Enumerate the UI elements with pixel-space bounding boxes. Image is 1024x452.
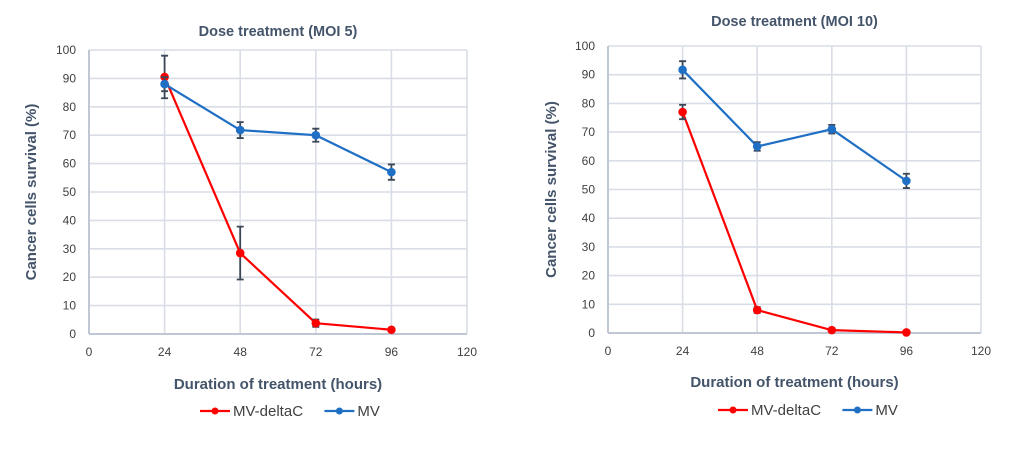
y-tick-label: 90 [63,71,77,85]
series-line [681,111,907,334]
x-tick-label: 72 [825,344,839,358]
y-tick-label: 100 [56,43,76,57]
data-point [827,325,837,335]
x-tick-label: 0 [605,344,612,358]
x-tick-label: 72 [309,345,323,359]
legend-item: MV-deltaC [200,403,303,420]
x-tick-label: 120 [971,344,991,358]
legend-marker [211,407,219,415]
y-tick-label: 70 [582,125,596,139]
x-tick-label: 24 [158,345,172,359]
x-tick-label: 120 [457,345,477,359]
x-axis-title: Duration of treatment (hours) [690,374,898,391]
series-line [164,83,392,174]
y-tick-label: 90 [582,68,596,82]
data-point [311,130,321,140]
y-axis-title: Cancer cells survival (%) [23,104,40,281]
legend-label: MV [875,402,898,419]
y-axis-title: Cancer cells survival (%) [543,101,560,278]
series-line [681,69,908,182]
chart-title: Dose treatment (MOI 5) [199,24,358,40]
legend-marker [729,406,737,414]
data-point [387,325,396,335]
x-tick-label: 24 [676,344,690,358]
y-tick-label: 60 [63,157,77,171]
y-tick-label: 30 [63,242,77,256]
y-tick-label: 80 [63,100,77,114]
legend-label: MV-deltaC [233,403,303,420]
y-tick-label: 60 [582,154,596,168]
data-point [902,328,911,337]
x-tick-label: 96 [900,344,914,358]
legend: MV-deltaC MV [718,402,898,419]
chart-title: Dose treatment (MOI 10) [711,14,878,30]
legend-item: MV [842,402,898,419]
legend-marker [853,406,861,414]
y-tick-label: 100 [575,39,595,53]
data-point [752,305,762,315]
y-tick-label: 50 [582,183,596,197]
data-point [160,79,169,89]
data-point [902,176,911,186]
legend-marker [335,407,343,415]
legend-label: MV-deltaC [751,402,821,419]
y-tick-label: 0 [69,327,76,341]
y-tick-label: 80 [582,96,596,110]
legend-item: MV [324,403,380,420]
y-tick-label: 50 [63,185,77,199]
legend-label: MV [357,403,380,420]
data-point [752,142,762,151]
y-tick-label: 40 [582,211,596,225]
x-tick-label: 0 [86,345,93,359]
legend: MV-deltaC MV [200,403,380,420]
data-point [387,167,396,177]
y-tick-label: 0 [588,326,595,340]
y-tick-label: 10 [63,299,77,313]
data-point [311,318,321,328]
series-mv [678,60,911,189]
chart-2: 0 10 20 30 40 50 60 70 80 90 100 0 24 48 72 96 120 Dose t… [543,14,991,419]
series-line [163,76,392,331]
data-point [678,107,687,117]
series-mv-deltac [678,103,911,337]
data-point [678,65,687,75]
series-mv [160,76,396,181]
y-tick-label: 20 [582,269,596,283]
data-point [827,124,837,134]
x-tick-label: 48 [751,344,765,358]
y-tick-label: 70 [63,128,77,142]
y-tick-label: 40 [63,213,77,227]
legend-item: MV-deltaC [718,402,821,419]
chart-1: 0 10 20 30 40 50 60 70 80 90 100 0 24 48 72 96 120 Dose t… [23,24,477,420]
data-point [235,125,245,135]
data-point [235,248,245,258]
y-tick-label: 30 [582,240,596,254]
x-tick-label: 48 [234,345,248,359]
x-axis-title: Duration of treatment (hours) [174,376,382,393]
y-tick-label: 20 [63,270,77,284]
x-tick-label: 96 [385,345,399,359]
y-tick-label: 10 [582,297,596,311]
